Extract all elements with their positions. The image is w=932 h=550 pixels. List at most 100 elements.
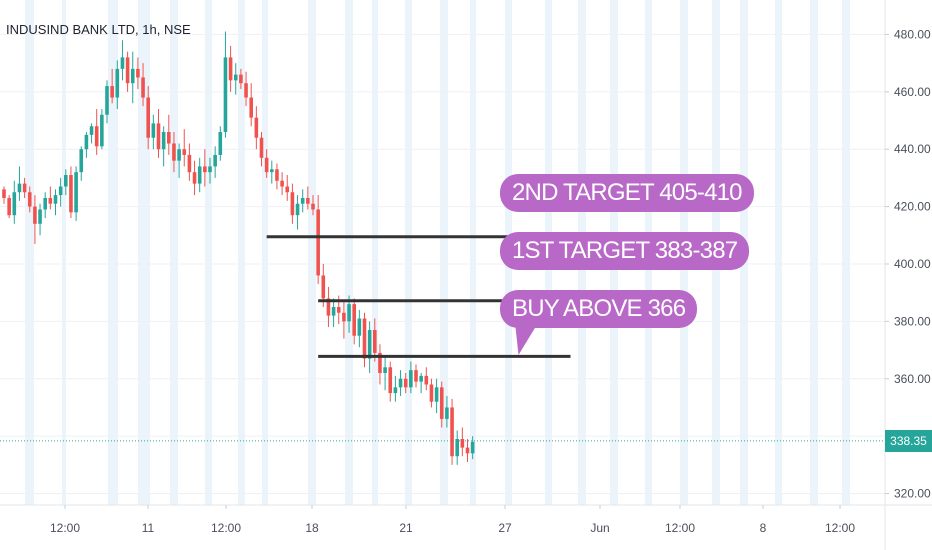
session-band: [62, 0, 66, 505]
price-tick-label: 320.00: [894, 487, 931, 501]
session-band: [238, 0, 245, 505]
candle-body: [254, 117, 259, 138]
candle-body: [130, 68, 135, 84]
candle-body: [249, 97, 253, 118]
candle-body: [167, 131, 171, 144]
candle-body: [105, 86, 109, 115]
candle-body: [223, 57, 228, 132]
candle-body: [419, 375, 423, 382]
annotation-buy-above[interactable]: BUY ABOVE 366: [500, 290, 698, 328]
candle-body: [429, 384, 434, 402]
candle-body: [270, 169, 274, 173]
session-band: [810, 0, 818, 505]
time-tick-label: 12:00: [211, 521, 241, 535]
candle-body: [151, 123, 156, 138]
price-tick-label: 480.00: [894, 27, 931, 41]
annotation-second-target[interactable]: 2ND TARGET 405-410: [500, 174, 754, 212]
session-band: [440, 0, 448, 505]
candle-body: [244, 83, 248, 98]
time-tick-label: 27: [498, 521, 512, 535]
session-band: [775, 0, 782, 505]
candle-body: [393, 387, 398, 394]
candle-body: [280, 180, 284, 187]
candle-body: [120, 57, 125, 69]
candle-body: [352, 304, 356, 336]
candle-body: [203, 166, 207, 173]
candle-body: [321, 275, 326, 299]
candle-body: [336, 307, 341, 313]
candle-body: [233, 74, 238, 81]
candle-body: [172, 143, 176, 161]
candle-body: [275, 169, 279, 181]
annotation-first-target[interactable]: 1ST TARGET 383-387: [500, 232, 750, 270]
candle-body: [239, 74, 243, 84]
candle-body: [38, 209, 42, 224]
candle-body: [89, 126, 94, 135]
time-tick-label: 21: [399, 521, 413, 535]
session-band: [25, 0, 34, 505]
candle-body: [17, 183, 22, 193]
candle-body: [27, 192, 32, 207]
candle-body: [455, 439, 459, 457]
candle-body: [74, 172, 78, 213]
price-tick-label: 460.00: [894, 85, 931, 99]
session-band: [138, 0, 150, 505]
candle-body: [64, 175, 68, 187]
candle-body: [357, 318, 362, 336]
candle-body: [316, 209, 320, 276]
candle-body: [161, 131, 166, 150]
candlestick-series: [2, 31, 475, 465]
candle-body: [197, 166, 202, 184]
price-tick-label: 400.00: [894, 257, 931, 271]
session-band: [372, 0, 378, 505]
price-tick-label: 380.00: [894, 314, 931, 328]
session-band: [170, 0, 178, 505]
candle-body: [69, 175, 73, 213]
session-band: [842, 0, 850, 505]
candle-body: [383, 367, 387, 374]
candle-body: [311, 203, 315, 210]
candle-body: [378, 352, 382, 374]
candle-body: [12, 192, 17, 216]
time-tick-label: 8: [760, 521, 767, 535]
candle-body: [43, 197, 47, 210]
candle-body: [213, 154, 217, 167]
candle-body: [347, 304, 351, 322]
time-axis: 12:00 11 12:00 18 21 27 Jun 12:00 8 12:00: [50, 505, 855, 535]
candle-body: [414, 370, 418, 382]
candle-body: [439, 387, 444, 419]
session-band: [345, 0, 353, 505]
candle-body: [58, 186, 63, 196]
candle-body: [300, 197, 305, 204]
candle-body: [285, 186, 290, 193]
candle-body: [367, 329, 372, 359]
candle-body: [33, 206, 37, 224]
candle-body: [465, 447, 470, 454]
candle-body: [2, 189, 6, 198]
candle-body: [115, 68, 120, 98]
price-tick-label: 360.00: [894, 372, 931, 386]
session-band: [470, 0, 476, 505]
candle-body: [7, 197, 11, 216]
candle-body: [110, 86, 114, 98]
candle-body: [192, 172, 197, 184]
candle-body: [290, 192, 295, 216]
session-band: [405, 0, 412, 505]
candle-body: [53, 195, 58, 204]
candle-body: [424, 375, 429, 385]
candle-body: [295, 203, 300, 216]
session-band: [308, 0, 316, 505]
candle-body: [450, 407, 454, 457]
candle-body: [362, 318, 367, 359]
candle-body: [146, 97, 150, 138]
time-tick-label: 12:00: [50, 521, 80, 535]
session-band: [108, 0, 118, 505]
candle-body: [445, 407, 449, 419]
candle-body: [326, 298, 331, 316]
time-tick-label: Jun: [590, 521, 609, 535]
candle-body: [136, 68, 140, 78]
price-axis: 480.00 460.00 440.00 420.00 400.00 380.00 360.…: [885, 27, 931, 501]
session-band: [262, 0, 268, 505]
price-tick-label: 420.00: [894, 200, 931, 214]
